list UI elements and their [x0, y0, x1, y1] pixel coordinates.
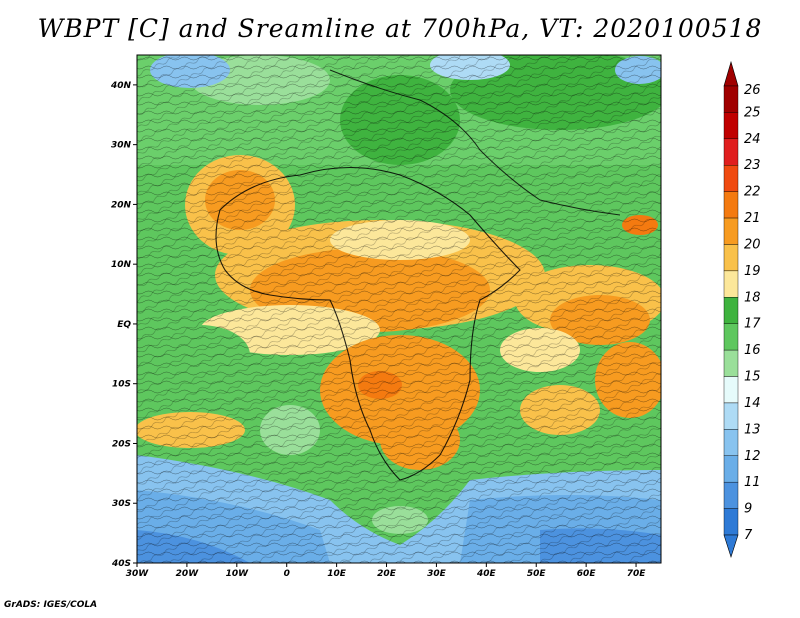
- colorbar-swatch: [723, 323, 739, 351]
- colorbar-label: 15: [744, 370, 761, 385]
- colorbar-bottom-arrow: [723, 534, 739, 558]
- lat-tick-label: 30S: [112, 499, 131, 509]
- colorbar-swatch: [723, 297, 739, 324]
- lat-tick-label: 20S: [112, 439, 131, 449]
- colorbar-swatch: [723, 429, 739, 456]
- grads-credit: GrADS: IGES/COLA: [4, 600, 98, 610]
- lon-tick-label: 30E: [427, 569, 447, 579]
- colorbar-swatch: [723, 270, 739, 298]
- lon-tick-label: 0: [284, 569, 290, 579]
- lat-tick-label: 40N: [110, 81, 132, 91]
- wbpt-field: [137, 55, 661, 563]
- colorbar-swatch: [723, 402, 739, 430]
- colorbar-label: 12: [744, 449, 761, 464]
- lat-tick-label: 10N: [111, 260, 132, 270]
- colorbar-label: 14: [744, 396, 761, 411]
- latitude-axis: 40N 30N 20N 10N EQ 10S 20S 30S 40S: [110, 81, 137, 569]
- lat-tick-label: 40S: [111, 559, 131, 569]
- colorbar-swatch: [723, 165, 739, 192]
- colorbar-swatch: [723, 508, 739, 536]
- colorbar-label: 19: [744, 264, 761, 279]
- colorbar-label: 11: [744, 475, 761, 490]
- lon-tick-label: 60E: [577, 569, 597, 579]
- colorbar-label: 20: [744, 237, 761, 252]
- colorbar-swatch: [723, 349, 739, 377]
- colorbar-label: 18: [744, 290, 761, 305]
- colorbar-swatch: [723, 191, 739, 219]
- lon-tick-label: 10W: [226, 569, 250, 579]
- colorbar-label: 25: [744, 105, 761, 120]
- lon-tick-label: 30W: [126, 569, 150, 579]
- lon-tick-label: 20E: [377, 569, 397, 579]
- colorbar-label: 21: [744, 211, 761, 226]
- colorbar-label: 23: [744, 158, 761, 173]
- longitude-axis: 30W 20W 10W 0 10E 20E 30E 40E 50E 60E 70E: [126, 563, 646, 579]
- colorbar-swatch: [723, 85, 739, 113]
- lon-tick-label: 20W: [176, 569, 200, 579]
- lat-tick-label: 10S: [112, 380, 131, 390]
- colorbar-label: 22: [744, 185, 761, 200]
- lat-tick-label: EQ: [117, 320, 131, 330]
- lon-tick-label: 10E: [327, 569, 347, 579]
- colorbar-swatch: [723, 112, 739, 140]
- colorbar-swatch: [723, 217, 739, 245]
- lon-tick-label: 70E: [627, 569, 647, 579]
- colorbar-label: 13: [744, 422, 761, 437]
- lon-tick-label: 40E: [476, 569, 497, 579]
- colorbar-swatch: [723, 244, 739, 272]
- colorbar-label: 7: [744, 528, 753, 543]
- colorbar-swatch: [723, 376, 739, 404]
- plot-frame: [136, 54, 662, 564]
- lat-tick-label: 30N: [111, 141, 132, 151]
- colorbar: 26 25 24 23 22 21 20 19 18 17 16 15 14 13 12 11 9 7: [723, 60, 761, 558]
- map-title: WBPT [C] and Sreamline at 700hPa, VT: 20…: [37, 14, 763, 43]
- colorbar-label: 17: [744, 317, 761, 332]
- colorbar-swatch: [723, 455, 739, 483]
- colorbar-label: 24: [744, 132, 761, 147]
- lat-tick-label: 20N: [111, 200, 132, 210]
- colorbar-label: 16: [744, 343, 761, 358]
- colorbar-label: 26: [744, 83, 761, 98]
- colorbar-swatch: [723, 138, 739, 166]
- colorbar-label: 9: [744, 502, 752, 517]
- lon-tick-label: 50E: [527, 569, 547, 579]
- colorbar-top-arrow: [723, 60, 739, 87]
- colorbar-swatch: [723, 481, 739, 509]
